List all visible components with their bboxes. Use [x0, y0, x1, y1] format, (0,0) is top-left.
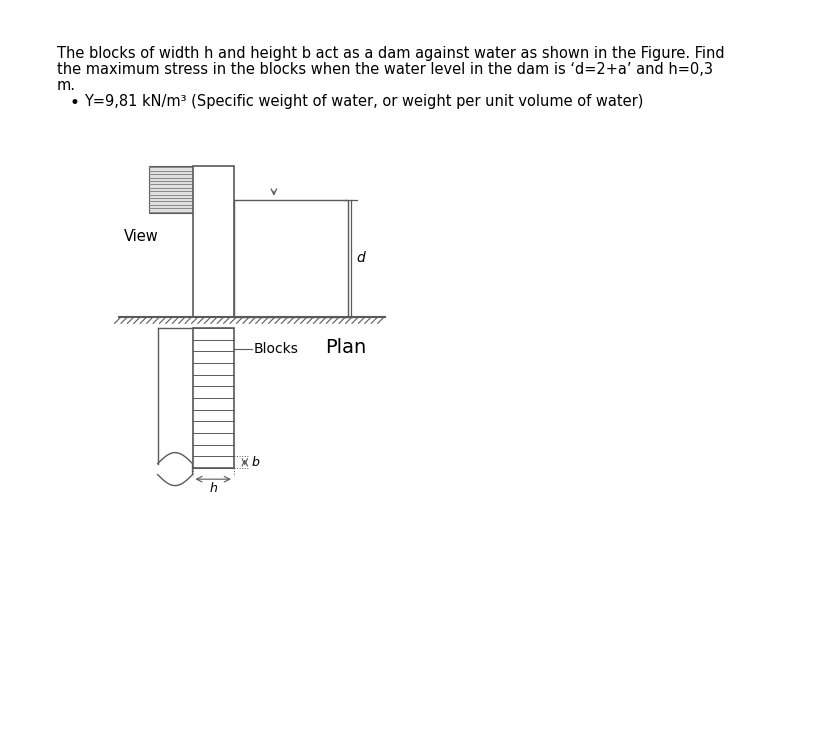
- Bar: [149, 165, 192, 213]
- Text: •: •: [69, 94, 79, 112]
- Bar: [234, 200, 349, 317]
- Text: the maximum stress in the blocks when the water level in the dam is ‘d=2+a’ and : the maximum stress in the blocks when th…: [57, 62, 713, 77]
- Text: View: View: [124, 229, 159, 244]
- Text: d: d: [357, 252, 365, 265]
- Bar: [192, 165, 234, 317]
- Text: Blocks: Blocks: [254, 342, 298, 356]
- Bar: [192, 328, 234, 468]
- Text: Plan: Plan: [325, 338, 367, 357]
- Text: m.: m.: [57, 78, 76, 93]
- Text: b: b: [251, 456, 259, 469]
- Text: The blocks of width h and height b act as a dam against water as shown in the Fi: The blocks of width h and height b act a…: [57, 47, 725, 62]
- Text: Y=9,81 kN/m³ (Specific weight of water, or weight per unit volume of water): Y=9,81 kN/m³ (Specific weight of water, …: [84, 94, 644, 109]
- Text: h: h: [209, 482, 217, 495]
